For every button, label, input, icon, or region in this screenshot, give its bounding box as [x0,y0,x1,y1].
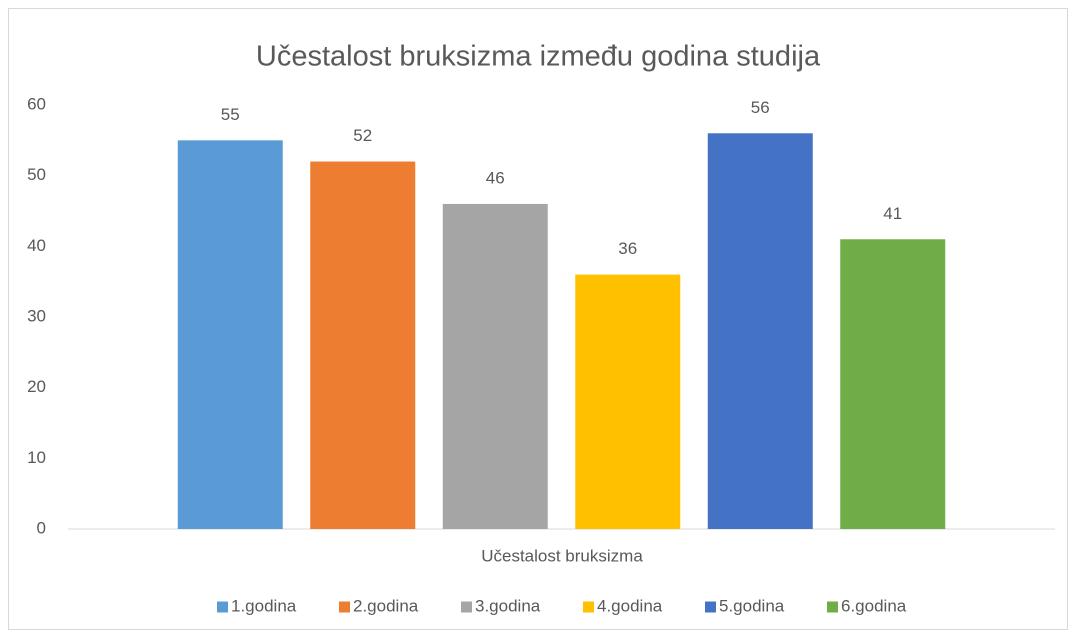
bar [442,203,548,529]
value-label: 55 [221,105,240,124]
bar [707,133,813,529]
legend-label: 2.godina [353,596,419,615]
y-tick-label: 10 [27,448,46,467]
value-label: 36 [618,239,637,258]
legend-swatch [827,601,838,613]
legend-label: 3.godina [475,596,541,615]
bar [840,239,946,529]
value-label: 56 [751,98,770,117]
chart-title: Učestalost bruksizma između godina studi… [256,41,821,73]
legend-label: 6.godina [841,596,907,615]
bar [575,274,681,529]
bar [310,161,416,530]
legend-swatch [217,601,228,613]
value-label: 52 [353,126,372,145]
y-tick-label: 60 [27,94,46,113]
legend-swatch [461,601,472,613]
y-tick-label: 30 [27,306,46,325]
legend-label: 4.godina [597,596,663,615]
y-tick-label: 40 [27,236,46,255]
x-axis-label: Učestalost bruksizma [481,546,643,565]
bar [177,140,283,530]
legend-label: 1.godina [231,596,297,615]
value-label: 41 [883,204,902,223]
y-tick-label: 0 [37,518,46,537]
legend-swatch [339,601,350,613]
y-tick-label: 50 [27,165,46,184]
value-label: 46 [486,168,505,187]
legend-swatch [583,601,594,613]
legend-swatch [705,601,716,613]
legend-label: 5.godina [719,596,785,615]
y-tick-label: 20 [27,377,46,396]
